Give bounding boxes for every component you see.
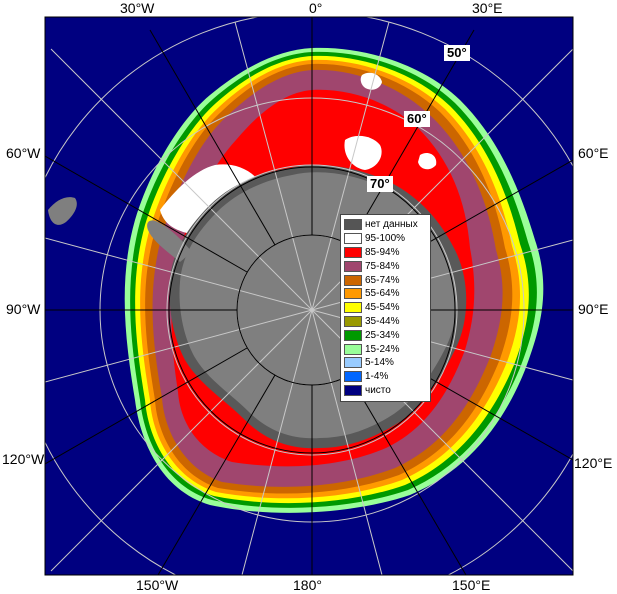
- lon-label-120w: 120°W: [2, 451, 45, 467]
- legend-label: 5-14%: [365, 357, 394, 369]
- meridian-150w: [157, 374, 276, 575]
- legend-swatch: [344, 219, 362, 231]
- meridian-150e: [348, 374, 467, 575]
- meridian-165w: [241, 309, 313, 575]
- legend-item: 65-74%: [344, 273, 430, 287]
- legend-label: чисто: [365, 384, 391, 396]
- meridian-75w: [45, 237, 313, 311]
- legend-item: 15-24%: [344, 342, 430, 356]
- legend-item: 75-84%: [344, 259, 430, 273]
- lon-label-30e: 30°E: [472, 0, 503, 16]
- ice-95-100-patch-north2: [360, 72, 382, 90]
- meridian-30w: [149, 29, 276, 246]
- legend-label: 85-94%: [365, 246, 400, 258]
- lon-label-60e: 60°E: [578, 145, 609, 161]
- legend-item: 85-94%: [344, 246, 430, 260]
- legend-item: 55-64%: [344, 287, 430, 301]
- legend-item: 35-44%: [344, 315, 430, 329]
- legend-swatch: [344, 329, 362, 341]
- legend-label: 25-34%: [365, 329, 400, 341]
- legend-item: чисто: [344, 384, 430, 398]
- lon-label-90w: 90°W: [6, 301, 41, 317]
- south-america-tip: [48, 197, 77, 225]
- lon-label-120e: 120°E: [574, 455, 613, 471]
- legend-swatch: [344, 302, 362, 314]
- lon-label-60w: 60°W: [6, 145, 41, 161]
- legend-swatch: [344, 274, 362, 286]
- antarctic-peninsula: [147, 220, 192, 262]
- map-frame-border: [44, 16, 574, 576]
- lat-label-70: 70°: [367, 176, 393, 192]
- legend-label: 15-24%: [365, 343, 400, 355]
- meridian-135w: [50, 309, 313, 572]
- meridian-105w: [45, 309, 313, 383]
- meridian-60w: [45, 155, 248, 273]
- legend-swatch: [344, 260, 362, 272]
- legend-label: 75-84%: [365, 260, 400, 272]
- lat-circle-75-major: [168, 166, 456, 454]
- legend-label: нет данных: [365, 219, 418, 231]
- major-meridians: [45, 17, 573, 575]
- legend-swatch: [344, 357, 362, 369]
- legend-swatch: [344, 288, 362, 300]
- ice-95-100-patch-north3: [418, 153, 437, 170]
- legend-label: 95-100%: [365, 233, 406, 245]
- legend-label: 55-64%: [365, 288, 400, 300]
- meridian-15e: [311, 21, 390, 311]
- lon-label-150w: 150°W: [136, 577, 179, 593]
- legend-item: 5-14%: [344, 356, 430, 370]
- lon-label-0: 0°: [309, 0, 323, 16]
- legend-label: 35-44%: [365, 315, 400, 327]
- legend-swatch: [344, 384, 362, 396]
- lon-label-30w: 30°W: [120, 0, 155, 16]
- legend-swatch: [344, 315, 362, 327]
- lat-label-60: 60°: [404, 111, 430, 127]
- legend-label: 65-74%: [365, 274, 400, 286]
- lon-label-180: 180°: [293, 577, 322, 593]
- meridian-165e: [311, 309, 383, 575]
- meridian-30e: [348, 29, 475, 246]
- lon-label-150e: 150°E: [452, 577, 491, 593]
- legend-label: 1-4%: [365, 371, 389, 383]
- ice-95-100-patch-north1: [344, 135, 382, 170]
- legend-swatch: [344, 343, 362, 355]
- meridian-120w: [45, 347, 248, 465]
- legend-swatch: [344, 233, 362, 245]
- lon-label-90e: 90°E: [578, 301, 609, 317]
- legend-item: нет данных: [344, 218, 430, 232]
- lat-label-50: 50°: [444, 45, 470, 61]
- legend-swatch: [344, 246, 362, 258]
- legend-item: 45-54%: [344, 301, 430, 315]
- legend-label: 45-54%: [365, 302, 400, 314]
- meridian-45w: [50, 48, 313, 311]
- legend-item: 25-34%: [344, 328, 430, 342]
- legend-swatch: [344, 371, 362, 383]
- meridian-15w: [234, 21, 313, 311]
- legend-item: 1-4%: [344, 370, 430, 384]
- concentration-legend: нет данных 95-100% 85-94% 75-84% 65-74% 55-64…: [340, 214, 431, 402]
- legend-item: 95-100%: [344, 232, 430, 246]
